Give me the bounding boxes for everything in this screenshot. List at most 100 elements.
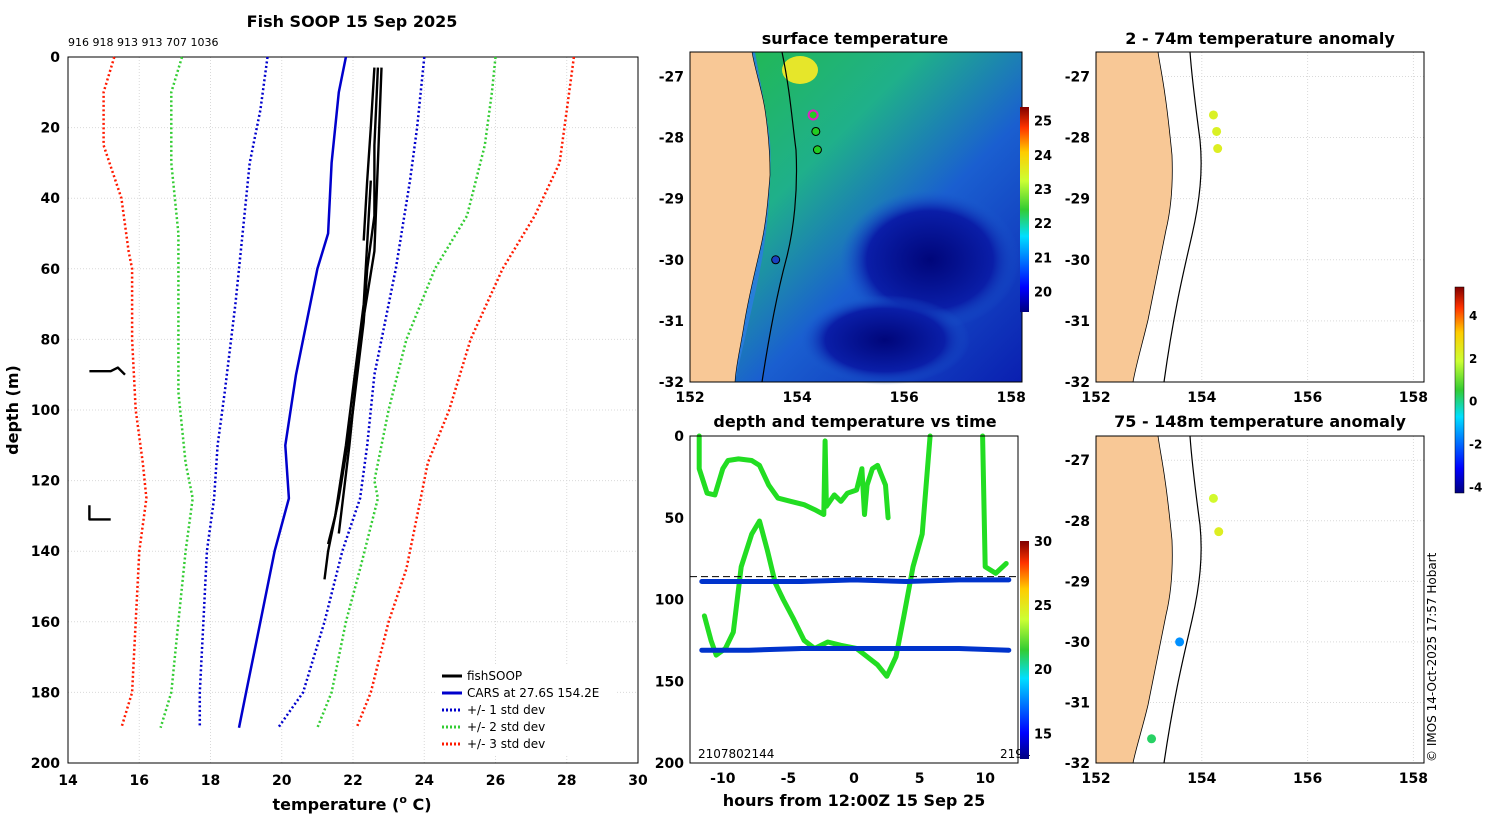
ts-y-tick: 0 — [674, 429, 684, 445]
lower-anomaly-map: 152 154 156 158 -27 -28 -29 -30 -31 -32 75 - 148m… — [1065, 412, 1428, 787]
sst-colorbar-tick: 22 — [1034, 217, 1052, 232]
legend-background — [437, 664, 615, 756]
sst-colorbar-tick: 21 — [1034, 251, 1052, 266]
upper-anomaly-map: 152 154 156 158 -27 -28 -29 -30 -31 -32 2 - 74m t… — [1065, 29, 1428, 406]
anomaly-colorbar: 4 2 0 -2 -4 — [1454, 286, 1482, 495]
anomaly-colorbar-tick: 4 — [1469, 309, 1477, 323]
ts-line — [980, 433, 1009, 576]
anomaly-colorbar-tick: 2 — [1469, 352, 1477, 366]
profile-y-tick: 140 — [31, 544, 60, 560]
sst-marker — [812, 145, 822, 155]
sst-cold-pool — [800, 295, 970, 385]
profile-series — [88, 56, 576, 729]
map-y-tick: -28 — [1065, 514, 1090, 530]
ts-y-tick: 150 — [655, 674, 684, 690]
ts-y-tick: 100 — [655, 593, 684, 609]
upper-anomaly-title: 2 - 74m temperature anomaly — [1125, 29, 1395, 48]
ts-x-tick: -5 — [781, 771, 797, 787]
upper-anomaly-ticks: 152 154 156 158 -27 -28 -29 -30 -31 -32 — [1065, 69, 1428, 406]
legend-label-sd2: +/- 2 std dev — [467, 720, 545, 734]
lower-anomaly-land — [1095, 435, 1173, 764]
sst-marker — [811, 126, 821, 136]
profile-x-tick: 28 — [557, 773, 576, 789]
map-x-tick: 154 — [1187, 390, 1216, 406]
map-y-tick: -32 — [1065, 756, 1090, 772]
map-y-tick: -30 — [1065, 253, 1091, 269]
sst-coastline-land — [689, 51, 771, 383]
anomaly-point — [1208, 110, 1218, 120]
profile-legend: fishSOOP CARS at 27.6S 154.2E +/- 1 std … — [437, 664, 615, 756]
lower-anomaly-isobath — [1163, 435, 1202, 764]
map-y-tick: -29 — [659, 192, 684, 208]
profile-y-tick: 120 — [31, 474, 60, 490]
profile-x-tick: 30 — [628, 773, 648, 789]
ts-colorbar-tick: 30 — [1034, 535, 1052, 550]
ts-line — [696, 433, 891, 521]
profile-y-tick: 60 — [41, 262, 61, 278]
profile-line-sd1 — [198, 56, 269, 728]
profile-line-fish — [88, 505, 111, 521]
ts-title: depth and temperature vs time — [713, 412, 996, 431]
anomaly-point — [1208, 493, 1218, 503]
map-y-tick: -27 — [1065, 69, 1090, 85]
sst-colorbar-tick: 25 — [1034, 115, 1052, 130]
profile-y-tick: 20 — [41, 121, 61, 137]
sst-isobath — [761, 51, 798, 383]
sst-colorbar-ticks: 20 21 22 23 24 25 — [1034, 115, 1052, 301]
sst-colorbar — [1020, 107, 1029, 312]
ts-x-tick: -10 — [710, 771, 736, 787]
ts-left-id: 2107802144 — [698, 747, 774, 761]
profile-line-sd3 — [102, 56, 148, 729]
map-y-tick: -32 — [659, 375, 684, 391]
ts-y-tick: 50 — [665, 511, 685, 527]
map-y-tick: -31 — [1065, 314, 1090, 330]
map-y-tick: -29 — [1065, 574, 1090, 590]
anomaly-colorbar-tick: -2 — [1469, 438, 1482, 452]
profile-axes-box — [67, 56, 639, 764]
profile-x-tick: 22 — [343, 773, 362, 789]
sst-profile-markers — [771, 109, 822, 265]
upper-anomaly-land — [1095, 51, 1173, 383]
profile-line-fish — [89, 366, 126, 376]
profile-x-tick: 24 — [415, 773, 435, 789]
map-x-tick: 152 — [1081, 771, 1110, 787]
ts-colorbar-tick: 15 — [1034, 727, 1052, 742]
map-y-tick: -27 — [1065, 453, 1090, 469]
map-x-tick: 152 — [1081, 390, 1110, 406]
profile-ticks: 14 16 18 20 22 24 26 28 30 0 20 40 60 80 100 120 140 160 1… — [31, 50, 648, 789]
profile-x-label-tail: C) — [407, 795, 432, 814]
legend-label-sd1: +/- 1 std dev — [467, 703, 545, 717]
profile-y-tick: 180 — [31, 685, 60, 701]
map-y-tick: -28 — [1065, 131, 1090, 147]
map-y-tick: -28 — [659, 131, 684, 147]
sst-marker — [807, 109, 819, 121]
sst-ticks: 152 154 156 158 -27 -28 -29 -30 -31 -32 — [659, 69, 1026, 406]
profile-line-fish — [326, 180, 372, 545]
ts-line — [701, 433, 933, 679]
map-x-tick: 156 — [1293, 771, 1322, 787]
surface-temperature-map: 152 154 156 158-27-28-29-30-31-32 202122232… — [659, 29, 1052, 406]
anomaly-point — [1214, 527, 1224, 537]
lower-anomaly-title: 75 - 148m temperature anomaly — [1114, 412, 1406, 431]
profile-y-tick: 0 — [50, 50, 60, 66]
profile-line-sd1 — [277, 56, 426, 729]
profile-x-tick: 20 — [272, 773, 292, 789]
sst-colorbar-tick: 24 — [1034, 149, 1052, 164]
legend-label-sd3: +/- 3 std dev — [467, 737, 545, 751]
map-y-tick: -30 — [659, 253, 685, 269]
profile-x-label: temperature (o C) — [272, 793, 431, 814]
profile-y-tick: 160 — [31, 615, 60, 631]
profile-line-fish — [337, 67, 383, 534]
profile-line-sd2 — [316, 56, 497, 729]
map-y-tick: -29 — [1065, 192, 1090, 208]
ts-line — [699, 577, 1012, 584]
map-x-tick: 154 — [1187, 771, 1216, 787]
map-y-tick: -30 — [1065, 635, 1091, 651]
sst-warm-patch — [782, 56, 818, 84]
profile-line-cars — [237, 56, 348, 728]
ts-colorbar-tick: 25 — [1034, 599, 1052, 614]
anomaly-point — [1175, 637, 1185, 647]
ts-y-tick: 200 — [655, 756, 684, 772]
